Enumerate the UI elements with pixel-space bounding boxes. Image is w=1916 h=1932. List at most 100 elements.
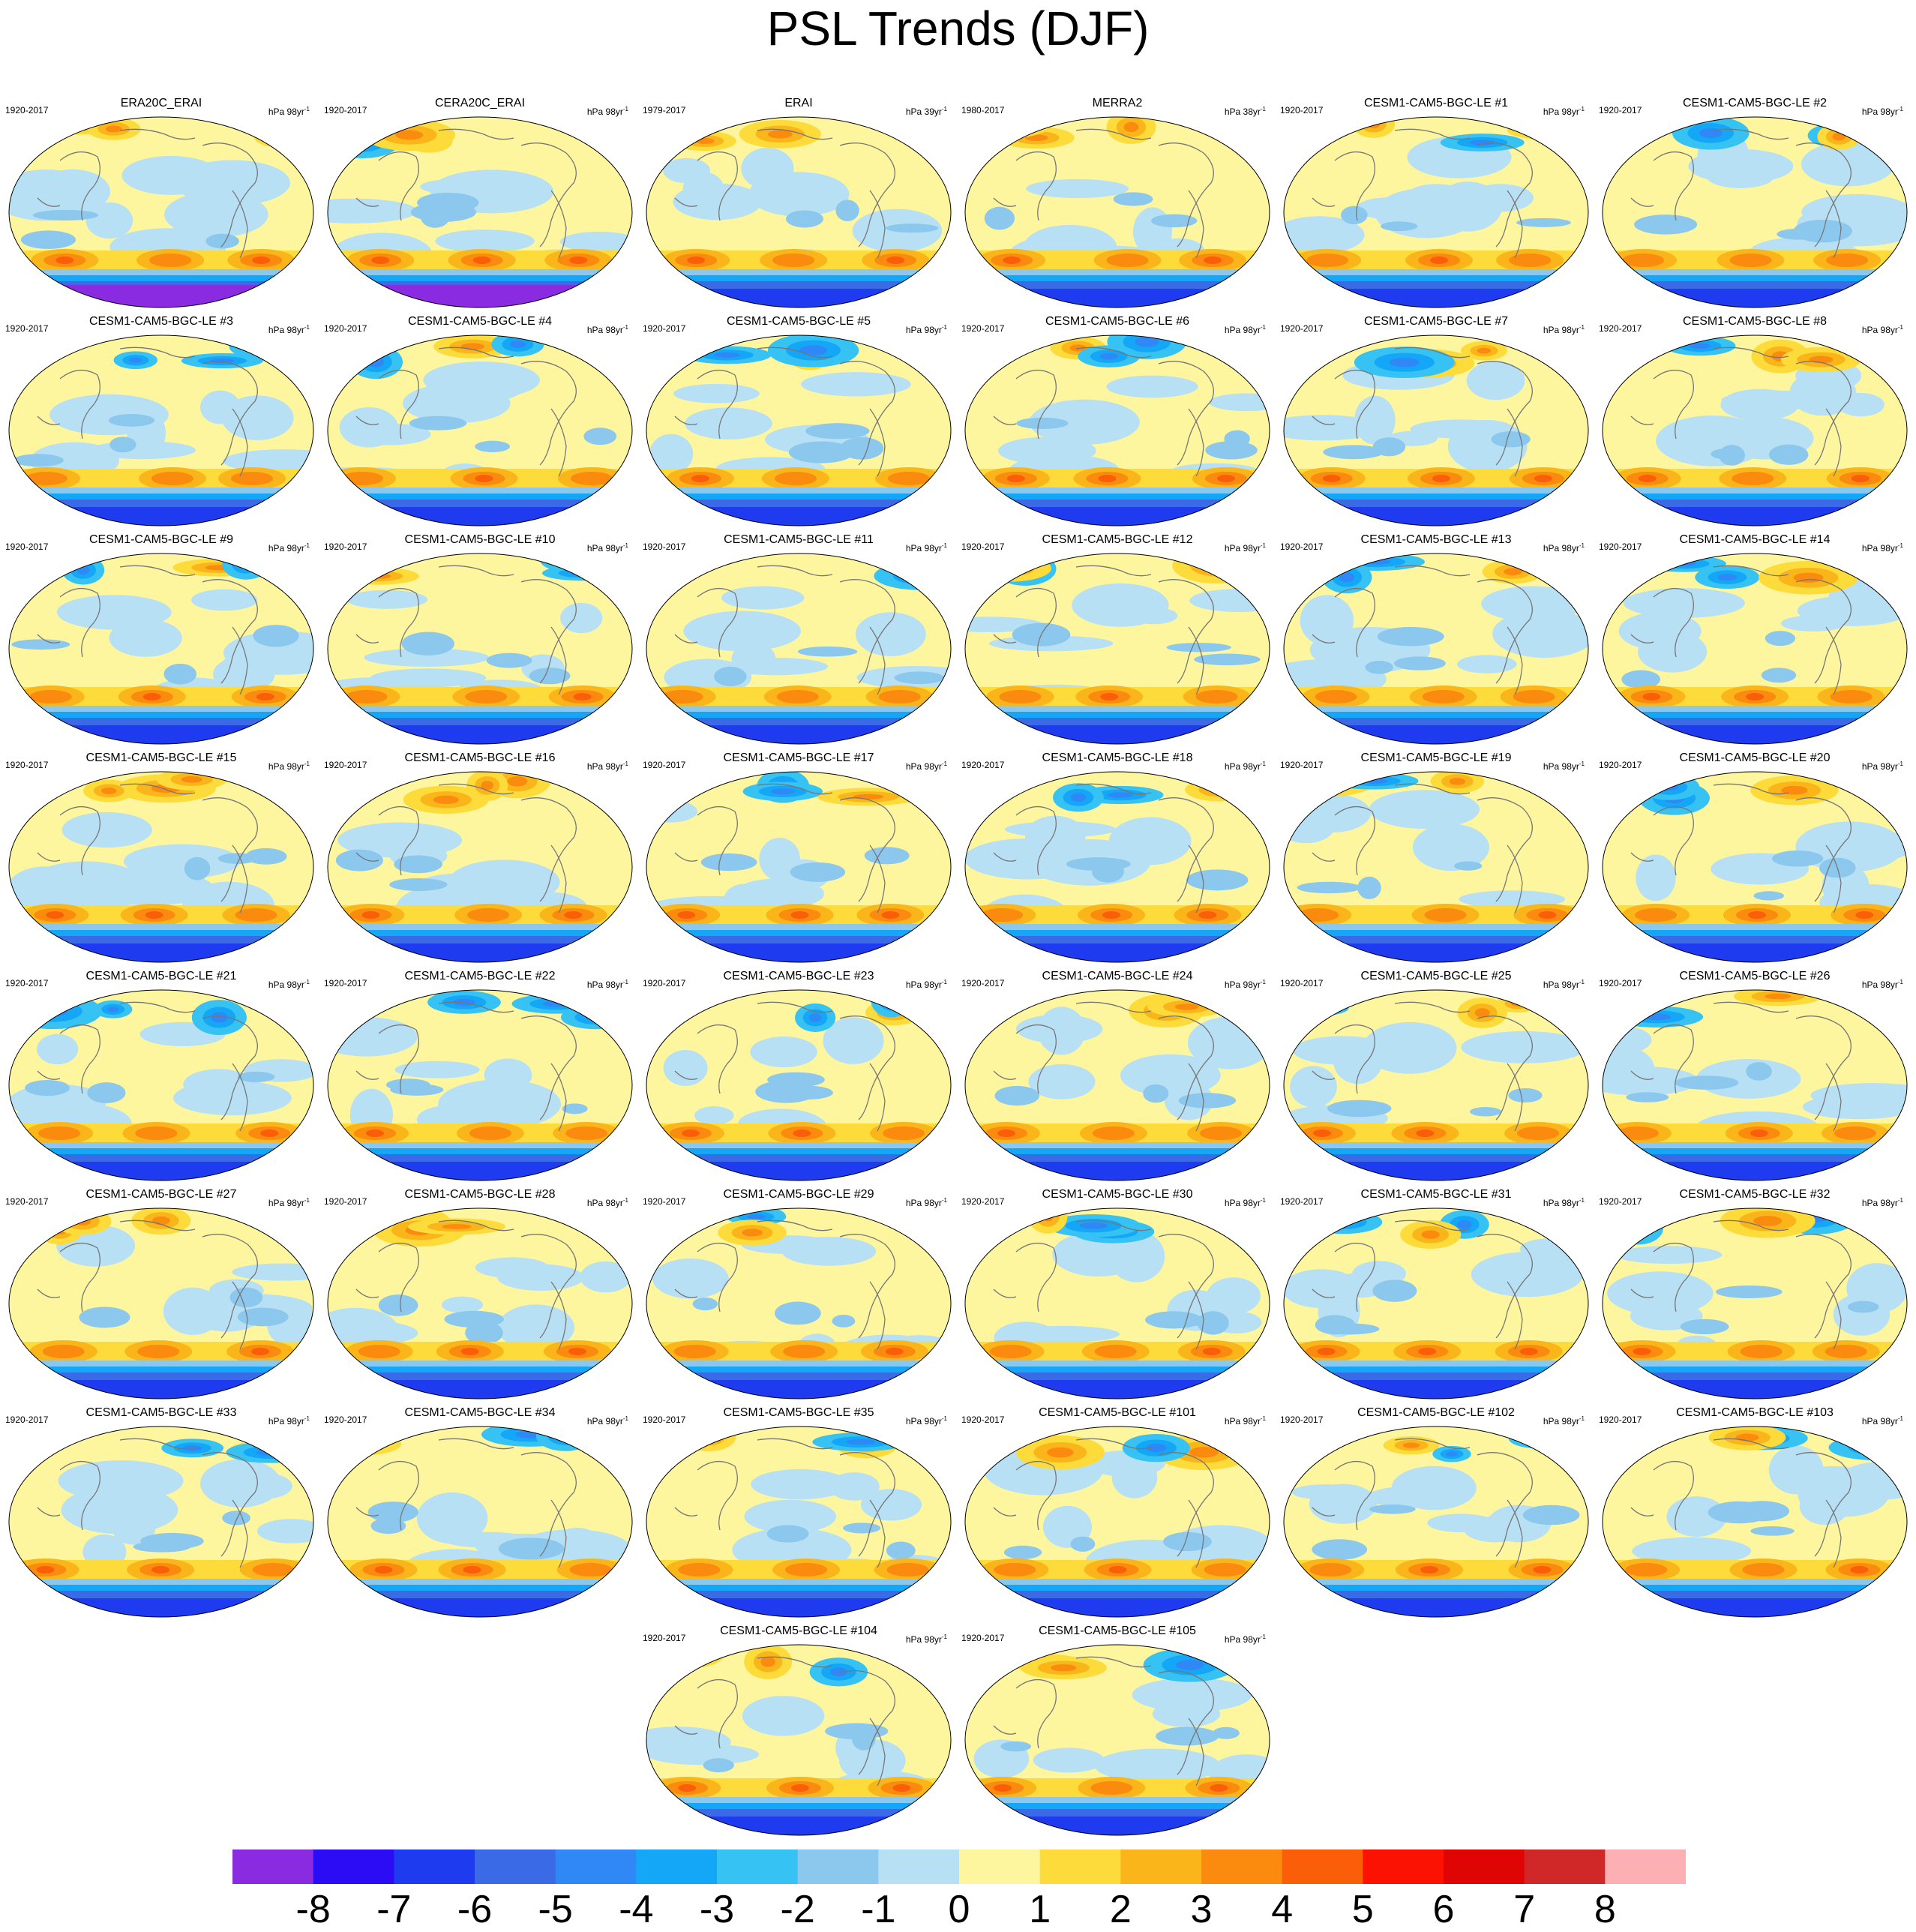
panel-title: CESM1-CAM5-BGC-LE #16: [404, 752, 556, 764]
colorbar-tick-label: -7: [376, 1888, 412, 1931]
panel-units: hPa 98yr-1: [587, 977, 628, 990]
panel-period: 1979-2017: [643, 105, 686, 116]
units-text: hPa 98yr: [268, 980, 304, 990]
panel-units: hPa 98yr-1: [906, 541, 947, 554]
map-panel: CESM1-CAM5-BGC-LE #12 1920-2017 hPa 98yr-1: [960, 532, 1275, 746]
trend-map: [646, 334, 952, 526]
colorbar-tick-label: 0: [948, 1888, 970, 1931]
panel-units: hPa 98yr-1: [1225, 1196, 1266, 1208]
panel-title: CESM1-CAM5-BGC-LE #21: [85, 970, 237, 982]
trend-map: [964, 334, 1270, 526]
panel-period: 1920-2017: [643, 323, 686, 334]
panel-title: CESM1-CAM5-BGC-LE #103: [1676, 1406, 1834, 1419]
panel-units: hPa 98yr-1: [1543, 541, 1585, 554]
panel-title: CESM1-CAM5-BGC-LE #11: [724, 533, 874, 546]
panel-title: CESM1-CAM5-BGC-LE #20: [1679, 752, 1831, 764]
colorbar-swatch: [1120, 1850, 1202, 1884]
panel-period: 1980-2017: [961, 105, 1005, 116]
colorbar-swatch: [394, 1850, 475, 1884]
trend-map: [1283, 334, 1589, 526]
map-panel: CESM1-CAM5-BGC-LE #13 1920-2017 hPa 98yr-1: [1279, 532, 1594, 746]
panel-title: CESM1-CAM5-BGC-LE #27: [85, 1188, 237, 1201]
panel-period: 1920-2017: [1280, 1414, 1324, 1425]
panel-title: CESM1-CAM5-BGC-LE #3: [88, 315, 234, 328]
panel-units: hPa 98yr-1: [268, 1414, 310, 1426]
panel-units: hPa 98yr-1: [587, 1414, 628, 1426]
trend-map: [8, 553, 314, 745]
units-exponent: -1: [1260, 979, 1266, 986]
units-exponent: -1: [1897, 542, 1903, 549]
colorbar-swatch: [959, 1850, 1041, 1884]
map-panel: CESM1-CAM5-BGC-LE #19 1920-2017 hPa 98yr-1: [1279, 751, 1594, 964]
panel-period: 1920-2017: [5, 542, 49, 552]
units-text: hPa 98yr: [905, 761, 942, 772]
panel-period: 1920-2017: [1599, 1196, 1642, 1207]
units-text: hPa 98yr: [268, 543, 304, 554]
panel-title: CESM1-CAM5-BGC-LE #12: [1042, 533, 1193, 546]
panel-title: CESM1-CAM5-BGC-LE #1: [1363, 97, 1509, 110]
trend-map: [646, 1426, 952, 1618]
panel-units: hPa 98yr-1: [587, 541, 628, 554]
map-panel: CESM1-CAM5-BGC-LE #31 1920-2017 hPa 98yr-1: [1279, 1187, 1594, 1401]
units-exponent: -1: [1897, 106, 1903, 112]
panel-units: hPa 98yr-1: [1543, 759, 1585, 772]
panel-units: hPa 98yr-1: [268, 759, 310, 772]
units-exponent: -1: [622, 106, 628, 112]
units-exponent: -1: [1897, 760, 1903, 767]
colorbar-tick-label: -5: [538, 1888, 573, 1931]
panel-period: 1920-2017: [5, 1414, 49, 1425]
units-exponent: -1: [304, 106, 310, 112]
trend-map: [964, 553, 1270, 745]
panel-title: CESM1-CAM5-BGC-LE #6: [1045, 315, 1190, 328]
units-text: hPa 39yr: [905, 106, 942, 117]
panel-title: CESM1-CAM5-BGC-LE #28: [404, 1188, 556, 1201]
map-panel: CESM1-CAM5-BGC-LE #4 1920-2017 hPa 98yr-1: [322, 314, 637, 528]
units-text: hPa 98yr: [1543, 106, 1579, 117]
panel-title: CESM1-CAM5-BGC-LE #4: [407, 315, 553, 328]
units-exponent: -1: [622, 1197, 628, 1204]
units-text: hPa 98yr: [1224, 1416, 1261, 1426]
panel-units: hPa 98yr-1: [587, 104, 628, 117]
trend-map: [8, 116, 314, 308]
units-exponent: -1: [941, 324, 947, 331]
panel-units: hPa 98yr-1: [1862, 541, 1903, 554]
trend-map: [1602, 116, 1908, 308]
colorbar-tick-label: 2: [1109, 1888, 1132, 1931]
trend-map: [8, 1208, 314, 1400]
trend-map: [327, 771, 633, 963]
panel-title: CESM1-CAM5-BGC-LE #26: [1679, 970, 1831, 982]
map-panel: CESM1-CAM5-BGC-LE #21 1920-2017 hPa 98yr-1: [4, 969, 319, 1183]
units-exponent: -1: [1260, 1197, 1266, 1204]
map-panel: CERA20C_ERAI 1920-2017 hPa 98yr-1: [322, 96, 637, 310]
panel-period: 1920-2017: [961, 978, 1005, 988]
trend-map: [964, 1426, 1270, 1618]
colorbar-tick-label: 3: [1190, 1888, 1213, 1931]
units-text: hPa 98yr: [586, 761, 623, 772]
panel-units: hPa 98yr-1: [906, 1632, 947, 1645]
panel-units: hPa 98yr-1: [1225, 1414, 1266, 1426]
units-exponent: -1: [622, 979, 628, 986]
panel-title: CESM1-CAM5-BGC-LE #22: [404, 970, 556, 982]
units-exponent: -1: [1260, 324, 1266, 331]
panel-period: 1920-2017: [1599, 323, 1642, 334]
units-text: hPa 98yr: [586, 1198, 623, 1208]
panel-units: hPa 98yr-1: [906, 322, 947, 335]
panel-units: hPa 98yr-1: [268, 541, 310, 554]
panel-period: 1920-2017: [5, 105, 49, 116]
map-panel: CESM1-CAM5-BGC-LE #35 1920-2017 hPa 98yr-1: [641, 1406, 956, 1619]
panel-title: CESM1-CAM5-BGC-LE #35: [723, 1406, 874, 1419]
colorbar-tick-label: 7: [1513, 1888, 1536, 1931]
map-panel: CESM1-CAM5-BGC-LE #29 1920-2017 hPa 98yr-1: [641, 1187, 956, 1401]
map-panel: CESM1-CAM5-BGC-LE #20 1920-2017 hPa 98yr-1: [1597, 751, 1912, 964]
panel-units: hPa 98yr-1: [1225, 322, 1266, 335]
colorbar-swatch: [878, 1850, 960, 1884]
units-exponent: -1: [1260, 1415, 1266, 1422]
map-panel: CESM1-CAM5-BGC-LE #3 1920-2017 hPa 98yr-1: [4, 314, 319, 528]
units-text: hPa 98yr: [905, 1634, 942, 1645]
panel-period: 1920-2017: [5, 1196, 49, 1207]
trend-map: [327, 1426, 633, 1618]
units-exponent: -1: [304, 1415, 310, 1422]
units-exponent: -1: [1260, 106, 1266, 112]
panel-title: CESM1-CAM5-BGC-LE #24: [1042, 970, 1193, 982]
map-panel: CESM1-CAM5-BGC-LE #27 1920-2017 hPa 98yr-1: [4, 1187, 319, 1401]
